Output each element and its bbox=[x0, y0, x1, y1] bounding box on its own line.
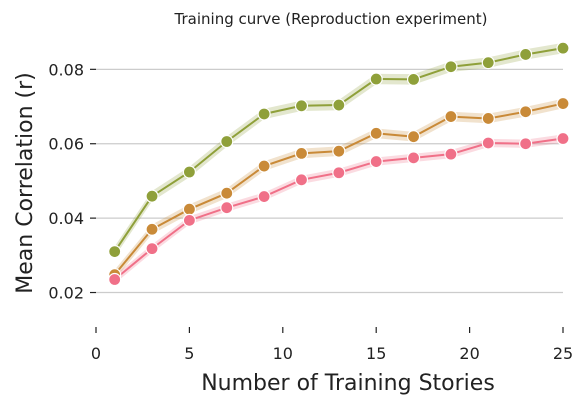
series-3-point bbox=[294, 173, 309, 187]
chart-title: Training curve (Reproduction experiment) bbox=[174, 10, 488, 28]
series-2-point bbox=[145, 222, 159, 236]
series-1-point bbox=[369, 72, 383, 86]
series-1-point bbox=[220, 134, 234, 149]
series-1-point bbox=[145, 189, 159, 203]
series-lines bbox=[113, 47, 564, 281]
series-1-point bbox=[182, 165, 196, 179]
data-points bbox=[108, 41, 570, 287]
series-2-band bbox=[114, 98, 564, 280]
series-3-point bbox=[369, 154, 383, 169]
series-3-point bbox=[182, 213, 196, 227]
series-2-point bbox=[257, 159, 271, 173]
series-1-point bbox=[519, 47, 533, 62]
series-1-point bbox=[444, 60, 458, 74]
series-3-point bbox=[257, 189, 271, 204]
series-2-point bbox=[444, 109, 458, 124]
series-2-point bbox=[519, 105, 533, 119]
y-tick-label: 0.08 bbox=[48, 60, 84, 79]
series-2-point bbox=[332, 144, 346, 158]
series-2-point bbox=[406, 130, 421, 144]
series-2-point bbox=[556, 96, 570, 111]
series-1-point bbox=[257, 107, 271, 121]
series-3-point bbox=[556, 131, 570, 146]
series-2-point bbox=[481, 111, 495, 126]
series-2-point bbox=[294, 146, 309, 161]
series-1-point bbox=[481, 56, 495, 70]
x-axis-label: Number of Training Stories bbox=[201, 371, 495, 396]
y-tick-label: 0.02 bbox=[48, 284, 84, 303]
y-axis-label: Mean Correlation (r) bbox=[13, 72, 38, 293]
x-tick-label: 20 bbox=[459, 344, 479, 363]
series-2-point bbox=[182, 202, 196, 216]
x-tick-label: 25 bbox=[553, 344, 573, 363]
series-3-point bbox=[108, 272, 122, 287]
series-1-point bbox=[108, 245, 122, 259]
y-tick-label: 0.06 bbox=[48, 135, 84, 154]
series-3-point bbox=[481, 136, 495, 150]
series-2-line bbox=[113, 102, 564, 276]
y-axis: 0.02 0.04 0.06 0.08 bbox=[48, 60, 96, 303]
series-1-point bbox=[556, 41, 570, 55]
series-2-point bbox=[369, 126, 383, 140]
series-1-point bbox=[294, 99, 309, 113]
series-3-point bbox=[220, 201, 234, 215]
confidence-bands bbox=[114, 42, 564, 284]
series-3-point bbox=[145, 242, 159, 256]
series-3-point bbox=[332, 166, 346, 180]
x-axis: 0 5 10 15 20 25 bbox=[91, 327, 573, 363]
series-1-point bbox=[406, 72, 421, 86]
series-3-point bbox=[519, 137, 533, 151]
series-3-point bbox=[444, 147, 458, 161]
x-tick-label: 0 bbox=[91, 344, 101, 363]
x-tick-label: 5 bbox=[184, 344, 194, 363]
series-3-point bbox=[406, 151, 421, 165]
y-tick-label: 0.04 bbox=[48, 209, 84, 228]
series-2-point bbox=[220, 186, 234, 200]
x-tick-label: 10 bbox=[273, 344, 293, 363]
series-1-point bbox=[332, 98, 346, 112]
x-tick-label: 15 bbox=[366, 344, 386, 363]
